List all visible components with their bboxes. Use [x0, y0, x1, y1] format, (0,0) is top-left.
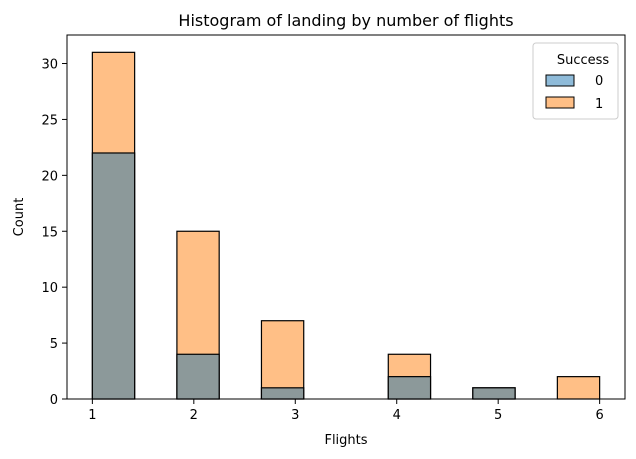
- y-tick-label: 30: [41, 58, 58, 73]
- bar-success-1-bin-4: [260, 320, 305, 400]
- legend-label-success-1: 1: [595, 97, 603, 112]
- y-tick-label: 25: [41, 113, 58, 128]
- y-tick-label: 5: [50, 337, 58, 352]
- x-axis-label: Flights: [324, 433, 367, 448]
- bar-success-1-bin-11: [556, 376, 601, 400]
- legend-label-success-0: 0: [595, 74, 603, 89]
- plot-frame: [66, 34, 626, 400]
- bar-success-0-bin-7: [387, 376, 432, 400]
- x-axis-ticks: 1 2 3 4 5 6: [88, 399, 604, 423]
- y-axis-label: Count: [12, 198, 27, 237]
- y-tick-label: 0: [50, 393, 58, 408]
- bar-success-0-bin-9: [472, 387, 516, 400]
- x-tick-label: 3: [291, 408, 299, 423]
- x-tick-label: 6: [595, 408, 603, 423]
- legend-swatch-success-0: [545, 74, 575, 87]
- legend-swatch-success-1: [545, 96, 575, 109]
- bars-success-0: [91, 152, 516, 400]
- chart-title: Histogram of landing by number of flight…: [178, 11, 513, 30]
- x-tick-label: 5: [494, 408, 502, 423]
- x-tick-label: 4: [393, 408, 401, 423]
- y-tick-label: 15: [41, 225, 58, 240]
- bar-success-0-bin-4: [260, 387, 305, 400]
- legend-title: Success: [557, 53, 610, 68]
- y-tick-label: 20: [41, 169, 58, 184]
- y-tick-label: 10: [41, 281, 58, 296]
- legend: Success 0 1: [532, 42, 619, 120]
- y-axis-ticks: 0 5 10 15 20 25 30: [41, 58, 67, 408]
- bar-success-0-bin-2: [176, 353, 220, 400]
- x-tick-label: 2: [190, 408, 198, 423]
- bar-success-0-bin-0: [91, 152, 136, 400]
- plot-background: [67, 35, 625, 399]
- x-tick-label: 1: [88, 408, 96, 423]
